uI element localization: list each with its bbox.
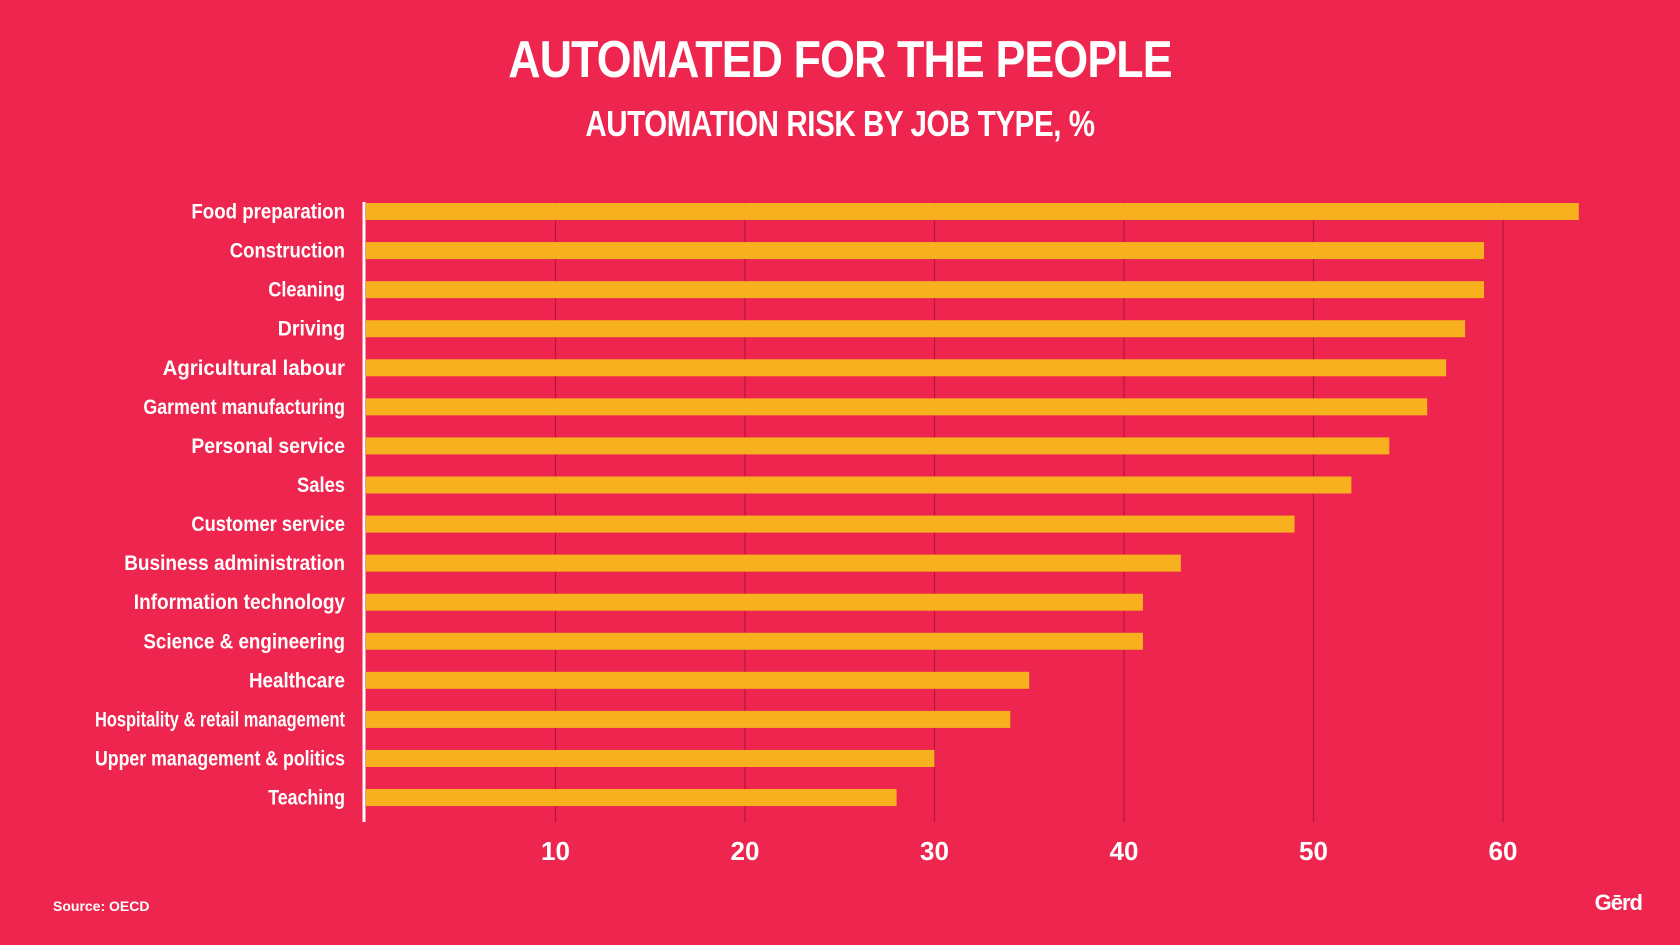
bar [366,515,1295,533]
bar [366,671,1030,689]
x-tick-label: 20 [731,836,760,866]
source-note: Source: OECD [53,898,150,914]
category-label: Cleaning [268,279,345,302]
category-label: Upper management & politics [95,747,345,770]
category-label: Healthcare [249,669,345,692]
category-label: Business administration [124,552,345,575]
category-label: Information technology [134,591,345,614]
chart-subtitle: AUTOMATION RISK BY JOB TYPE, % [585,103,1095,144]
x-tick-label: 30 [920,836,949,866]
x-tick-label: 50 [1299,836,1328,866]
x-tick-label: 40 [1110,836,1139,866]
category-label: Garment manufacturing [143,396,345,419]
bar [366,359,1447,377]
bar [366,281,1485,299]
bar [366,320,1466,338]
bar [366,476,1352,494]
bar [366,749,935,767]
category-label: Construction [230,240,345,263]
category-label: Hospitality & retail management [95,708,345,731]
category-label: Customer service [191,513,345,536]
bar [366,710,1011,728]
x-tick-label: 10 [541,836,570,866]
category-label: Sales [297,474,345,497]
category-label: Driving [278,318,345,341]
bar [366,242,1485,260]
bar [366,203,1579,220]
chart-title: AUTOMATED FOR THE PEOPLE [508,31,1172,89]
bar [366,398,1428,416]
category-label: Science & engineering [143,630,345,653]
x-tick-label: 60 [1489,836,1518,866]
category-label: Teaching [268,787,345,810]
category-label: Food preparation [191,201,345,224]
category-labels: Food preparation Construction Cleaning Driv… [95,201,345,810]
bars [366,203,1579,807]
category-label: Agricultural labour [163,357,345,380]
x-tick-labels: 10 20 30 40 50 60 [541,836,1517,866]
brand-logo: Gērd [1594,890,1643,915]
bar [366,554,1181,572]
bar [366,593,1143,611]
bar [366,632,1143,650]
bar [366,437,1390,455]
bar [366,789,897,807]
category-label: Personal service [191,435,345,458]
